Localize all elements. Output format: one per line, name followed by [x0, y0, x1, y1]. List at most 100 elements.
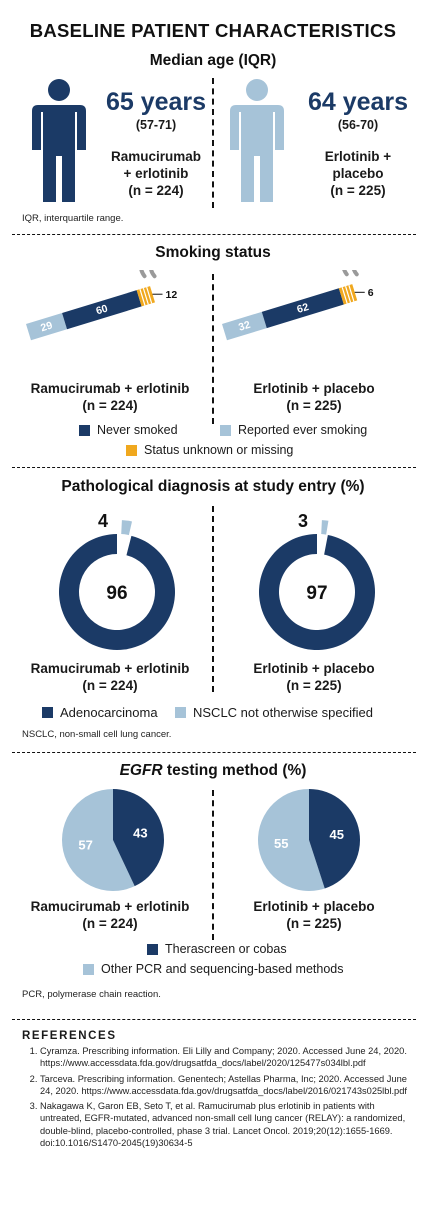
ash-stripe — [344, 286, 352, 303]
egfr-divider — [212, 790, 214, 940]
data-label-nsclc-nos: 3 — [298, 511, 308, 531]
data-label-nsclc-nos: 4 — [98, 511, 108, 531]
legend-swatch — [42, 707, 53, 718]
data-label-therascreen: 43 — [133, 825, 147, 840]
section-divider — [12, 752, 416, 753]
arm-label: Erlotinib + placebo — [253, 661, 375, 676]
arm-label: + erlotinib — [123, 166, 189, 181]
data-label-adenocarcinoma: 97 — [306, 583, 327, 604]
pathology-divider — [212, 506, 214, 692]
section-divider — [12, 1019, 416, 1020]
bar-segment-ever-smoking — [26, 312, 68, 341]
legend-label: Other PCR and sequencing-based methods — [101, 962, 344, 976]
arm-label: Erlotinib + placebo — [253, 899, 375, 914]
legend-item: Reported ever smoking — [220, 423, 367, 437]
legend-label: Reported ever smoking — [238, 423, 368, 437]
legend-swatch — [147, 943, 158, 955]
legend-swatch — [175, 707, 186, 718]
arm-n: (n = 225) — [286, 678, 342, 693]
reference-item: Tarceva. Prescribing information. Genent… — [40, 1073, 414, 1098]
smoke-icon — [351, 270, 359, 277]
pathology-footnote: NSCLC, non-small cell lung cancer. — [22, 729, 172, 740]
legend-item: Adenocarcinoma — [42, 705, 158, 720]
ash-stripe — [348, 285, 355, 302]
age-right-arm: Erlotinib + placebo (n = 225) — [300, 148, 416, 199]
reference-item: Cyramza. Prescribing information. Eli Li… — [40, 1045, 414, 1070]
arm-label: Ramucirumab + erlotinib — [30, 381, 190, 396]
data-label-never-smoked: 60 — [95, 302, 110, 317]
legend-swatch — [126, 444, 137, 456]
legend-label: Never smoked — [97, 423, 178, 437]
donut-slice-nsclc-nos — [321, 520, 329, 535]
pathology-right-arm: Erlotinib + placebo (n = 225) — [216, 660, 412, 694]
legend-swatch — [83, 963, 94, 975]
age-left-arm: Ramucirumab + erlotinib (n = 224) — [100, 148, 212, 199]
legend-label: Therascreen or cobas — [165, 942, 287, 956]
smoke-icon — [342, 270, 349, 277]
data-label-ever-smoking: 29 — [39, 319, 54, 334]
arm-n: (n = 225) — [286, 398, 342, 413]
arm-label: Erlotinib + placebo — [253, 381, 375, 396]
pie-slice-therascreen — [309, 789, 360, 889]
age-left-iqr: (57-71) — [135, 118, 177, 132]
arm-label: Erlotinib + — [324, 149, 392, 164]
legend-label: NSCLC not otherwise specified — [193, 705, 373, 720]
egfr-chart-left: 43 57 — [62, 789, 164, 891]
ash-stripe — [341, 287, 348, 304]
age-right-value: 64 years — [307, 88, 409, 116]
references-heading: REFERENCES — [22, 1030, 117, 1042]
donut-slice-adenocarcinoma — [58, 534, 175, 650]
references-list: Cyramza. Prescribing information. Eli Li… — [22, 1045, 414, 1149]
egfr-heading-italic: EGFR — [119, 762, 163, 779]
age-left-value: 65 years — [105, 88, 207, 116]
arm-label: Ramucirumab + erlotinib — [30, 661, 190, 676]
pie-slice-other-pcr — [258, 789, 325, 891]
pie-slice-therascreen — [113, 789, 164, 887]
legend-item: Status unknown or missing — [126, 443, 293, 457]
smoking-chart-right: 32 62 6 — [222, 270, 374, 341]
person-icon — [230, 79, 284, 202]
pathology-heading: Pathological diagnosis at study entry (%… — [61, 478, 365, 495]
section-divider — [12, 234, 416, 235]
arm-n: (n = 224) — [128, 183, 184, 198]
section-divider — [12, 467, 416, 468]
legend-swatch — [220, 424, 231, 436]
cigarette: 29 60 — [26, 286, 156, 341]
age-divider — [212, 78, 214, 208]
age-right-iqr: (56-70) — [337, 118, 379, 132]
egfr-heading: EGFR testing method (%) — [0, 762, 426, 780]
arm-label: Ramucirumab — [110, 149, 202, 164]
egfr-right-arm: Erlotinib + placebo (n = 225) — [216, 898, 412, 932]
arm-n: (n = 225) — [286, 916, 342, 931]
legend-label: Status unknown or missing — [144, 443, 294, 457]
egfr-footnote: PCR, polymerase chain reaction. — [22, 989, 161, 1000]
pathology-left-arm: Ramucirumab + erlotinib (n = 224) — [12, 660, 208, 694]
legend-item: Therascreen or cobas — [147, 942, 287, 956]
donut-slice-nsclc-nos — [121, 520, 133, 536]
references: REFERENCES Cyramza. Prescribing informat… — [22, 1030, 414, 1152]
smoking-left-arm: Ramucirumab + erlotinib (n = 224) — [12, 380, 208, 414]
bar-segment-ever-smoking — [222, 311, 267, 341]
smoking-chart-left: 29 60 12 — [26, 270, 178, 341]
smoking-right-arm: Erlotinib + placebo (n = 225) — [216, 380, 412, 414]
age-heading: Median age (IQR) — [149, 52, 277, 69]
pie-slice-other-pcr — [62, 789, 135, 891]
arm-label: placebo — [332, 166, 384, 181]
page-title: BASELINE PATIENT CHARACTERISTICS — [29, 20, 397, 41]
ash-stripe — [139, 288, 146, 306]
ash-stripe — [146, 286, 153, 304]
arm-label: Ramucirumab + erlotinib — [30, 899, 190, 914]
legend-item: NSCLC not otherwise specified — [175, 705, 373, 720]
data-label-other-pcr: 57 — [78, 838, 92, 853]
person-icon — [32, 79, 86, 202]
data-label-unknown: 12 — [166, 289, 178, 301]
data-label-never-smoked: 62 — [296, 301, 311, 316]
smoking-divider — [212, 274, 214, 424]
egfr-chart-right: 45 55 — [258, 789, 360, 891]
arm-n: (n = 225) — [330, 183, 386, 198]
smoke-icon — [139, 270, 147, 279]
age-footnote: IQR, interquartile range. — [22, 213, 124, 224]
legend-item: Never smoked — [79, 423, 178, 437]
data-label-ever-smoking: 32 — [237, 319, 252, 334]
legend-label: Adenocarcinoma — [60, 705, 158, 720]
